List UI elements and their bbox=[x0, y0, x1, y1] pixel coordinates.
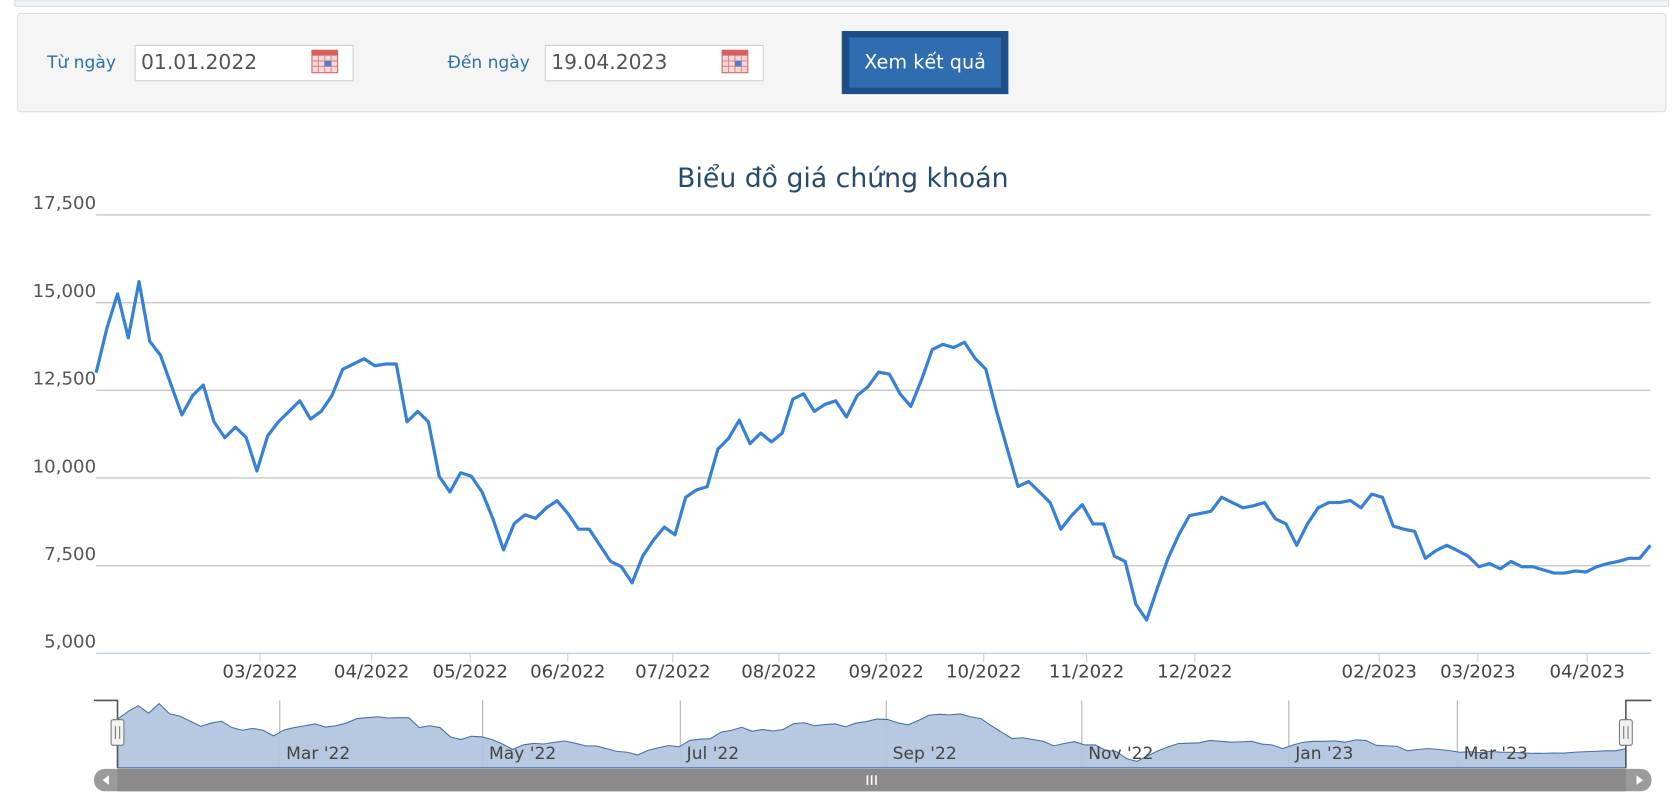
y-tick-label: 7,500 bbox=[44, 544, 96, 565]
price-line bbox=[94, 279, 1652, 622]
x-tick-label: 03/2023 bbox=[1440, 662, 1515, 683]
navigator-handle[interactable] bbox=[110, 719, 125, 746]
x-tick-label: 12/2022 bbox=[1157, 662, 1232, 683]
y-tick-label: 17,500 bbox=[33, 193, 96, 214]
x-tick-label: 11/2022 bbox=[1049, 662, 1124, 683]
y-tick-label: 12,500 bbox=[33, 369, 96, 390]
scrollbar-grip bbox=[866, 775, 877, 785]
navigator-label: Mar '22 bbox=[286, 744, 350, 764]
scroll-left-arrow bbox=[102, 775, 109, 785]
x-tick-label: 03/2022 bbox=[222, 662, 297, 683]
submit-button[interactable]: Xem kết quả bbox=[841, 31, 1009, 95]
x-tick-label: 06/2022 bbox=[530, 662, 605, 683]
handle-grip bbox=[114, 726, 121, 739]
scroll-right-arrow bbox=[1636, 775, 1643, 785]
top-strip bbox=[14, 0, 1670, 7]
calendar-icon[interactable] bbox=[721, 49, 749, 74]
navigator-label: Sep '22 bbox=[893, 744, 957, 764]
navigator-label: Jul '22 bbox=[686, 744, 739, 764]
to-label: Đến ngày bbox=[448, 52, 530, 73]
navigator-area bbox=[116, 702, 1627, 769]
x-tick-label: 07/2022 bbox=[635, 662, 710, 683]
from-value: 01.01.2022 bbox=[141, 50, 257, 74]
y-tick-label: 5,000 bbox=[44, 632, 96, 653]
navigator-label: May '22 bbox=[489, 744, 556, 764]
x-tick-label: 02/2023 bbox=[1342, 662, 1417, 683]
to-value: 19.04.2023 bbox=[551, 50, 667, 74]
x-tick-label: 08/2022 bbox=[741, 662, 816, 683]
navigator-handle[interactable] bbox=[1618, 719, 1633, 746]
from-label: Từ ngày bbox=[46, 53, 116, 73]
calendar-icon[interactable] bbox=[311, 49, 339, 74]
x-tick-label: 05/2022 bbox=[433, 662, 508, 683]
button-label[interactable]: Xem kết quả bbox=[864, 51, 986, 74]
x-tick-label: 04/2022 bbox=[334, 662, 409, 683]
navigator-label: Mar '23 bbox=[1464, 744, 1528, 764]
y-tick-label: 15,000 bbox=[33, 281, 96, 302]
x-tick-label: 04/2023 bbox=[1549, 662, 1624, 683]
x-tick-label: 09/2022 bbox=[848, 662, 923, 683]
handle-grip bbox=[1623, 726, 1629, 739]
navigator-label: Nov '22 bbox=[1088, 744, 1153, 764]
navigator-label: Jan '23 bbox=[1294, 744, 1353, 764]
chart-title: Biểu đồ giá chứng khoán bbox=[677, 163, 1008, 194]
y-tick-label: 10,000 bbox=[33, 456, 96, 477]
x-tick-label: 10/2022 bbox=[946, 662, 1021, 683]
